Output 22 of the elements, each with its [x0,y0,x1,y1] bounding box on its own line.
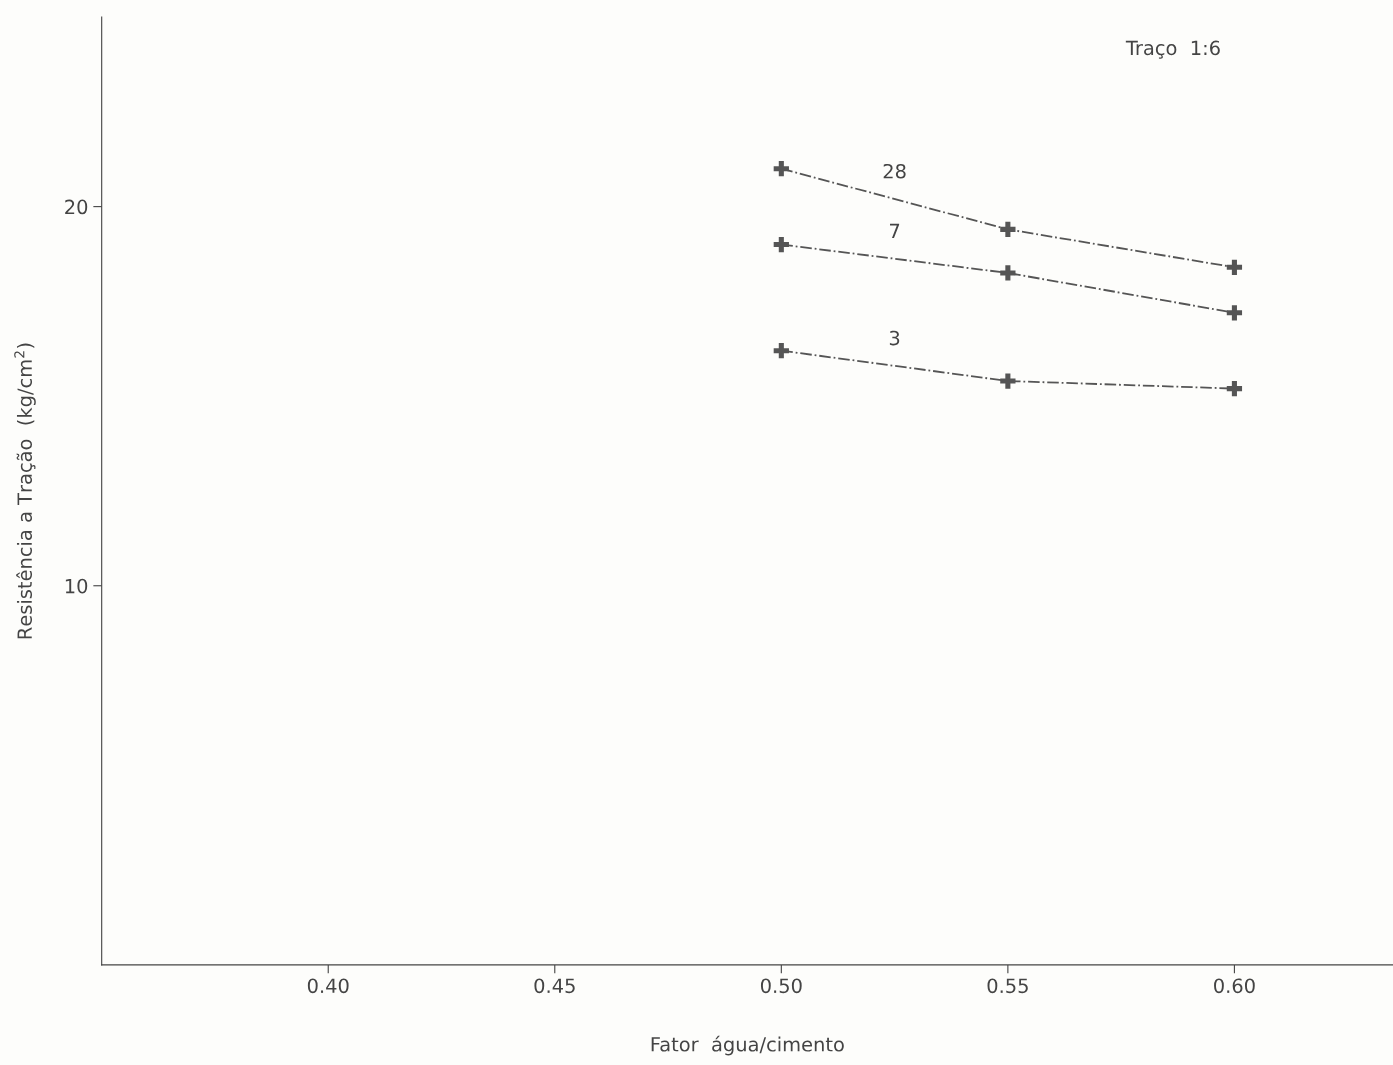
annotation: Traço 1:6 [1125,40,1220,59]
series-label: 3 [889,330,900,346]
point [773,236,789,253]
series-label: 7 [890,223,900,239]
point [1226,259,1243,275]
x-tick-label: 0.45 [534,978,575,994]
y-axis-title: Resistência a Tração (kg/cm$^{2}$) [14,343,36,639]
point [1226,380,1243,397]
x-axis-title: Fator água/cimento [651,1035,844,1056]
point [773,343,789,359]
x-tick-label: 0.50 [760,978,802,994]
x-tick-label: 0.60 [1214,978,1255,994]
x-tick-label: 0.40 [307,978,349,994]
series-label: 28 [883,163,906,179]
point [773,161,789,177]
point [1000,265,1016,281]
point [1000,373,1016,389]
y-tick-label: 10 [65,578,88,594]
x-tick-label: 0.55 [987,978,1028,994]
point [1226,305,1243,321]
point [1000,221,1016,237]
y-tick-label: 20 [65,199,88,215]
